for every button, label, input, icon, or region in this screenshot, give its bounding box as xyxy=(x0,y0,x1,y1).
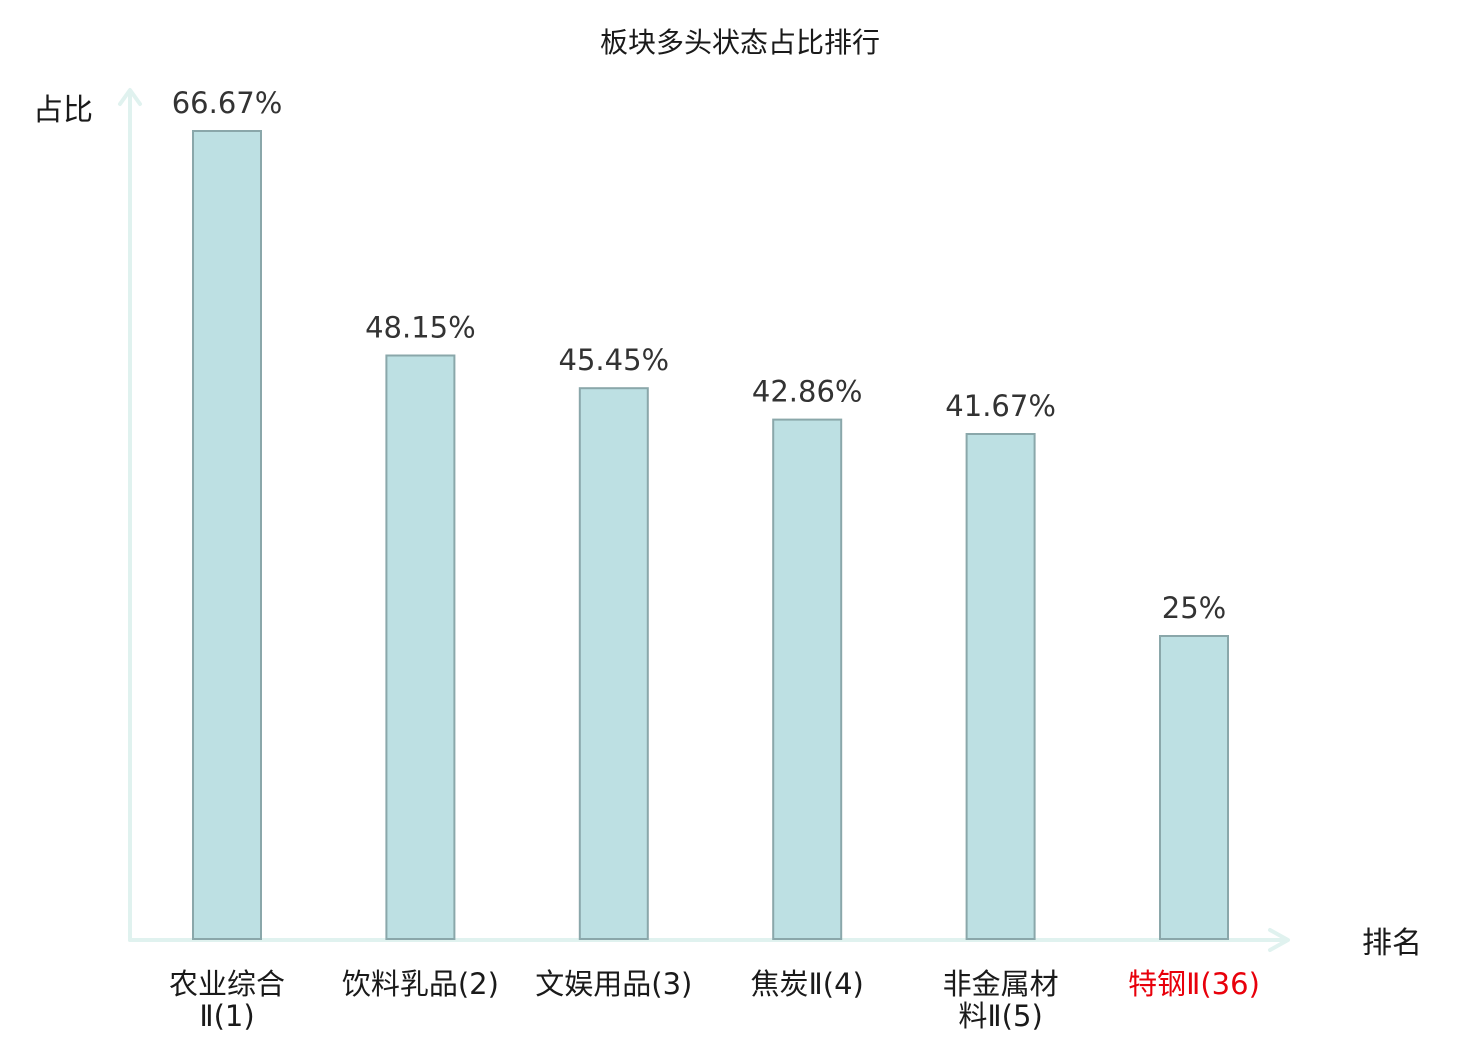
y-axis-arrow xyxy=(118,88,142,106)
category-label-1-line-1: 农业综合 xyxy=(169,967,285,1001)
bar-1 xyxy=(192,130,262,940)
value-label-1: 66.67% xyxy=(172,86,283,120)
category-label-4: 焦炭Ⅱ(4) xyxy=(751,967,864,1001)
bar-3 xyxy=(578,387,649,940)
y-axis-label: 占比 xyxy=(33,93,93,128)
bar-6 xyxy=(1159,635,1229,940)
category-label-3: 文娱用品(3) xyxy=(535,967,692,1001)
bar-2 xyxy=(385,354,456,940)
category-label-5-line-1: 非金属材 xyxy=(943,967,1059,1001)
value-label-2: 48.15% xyxy=(365,311,476,345)
bar-5 xyxy=(965,433,1036,940)
chart-title: 板块多头状态占比排行 xyxy=(600,26,880,59)
value-label-3: 45.45% xyxy=(559,343,670,377)
x-axis-arrow xyxy=(1268,928,1290,952)
category-label-5-line-2: 料Ⅱ(5) xyxy=(958,999,1042,1033)
category-label-1-line-2: Ⅱ(1) xyxy=(199,999,254,1033)
category-label-6: 特钢Ⅱ(36) xyxy=(1128,967,1260,1001)
value-labels-group: 66.67% 48.15% 45.45% 42.86% 41.67% 25% xyxy=(172,86,1227,625)
value-label-6: 25% xyxy=(1162,591,1226,625)
axes xyxy=(118,88,1290,952)
category-label-2: 饮料乳品(2) xyxy=(342,967,499,1001)
bars-group xyxy=(192,130,1229,941)
value-label-5: 41.67% xyxy=(945,389,1056,423)
x-axis-label: 排名 xyxy=(1362,926,1422,961)
bar-4 xyxy=(772,418,843,941)
value-label-4: 42.86% xyxy=(752,375,863,409)
